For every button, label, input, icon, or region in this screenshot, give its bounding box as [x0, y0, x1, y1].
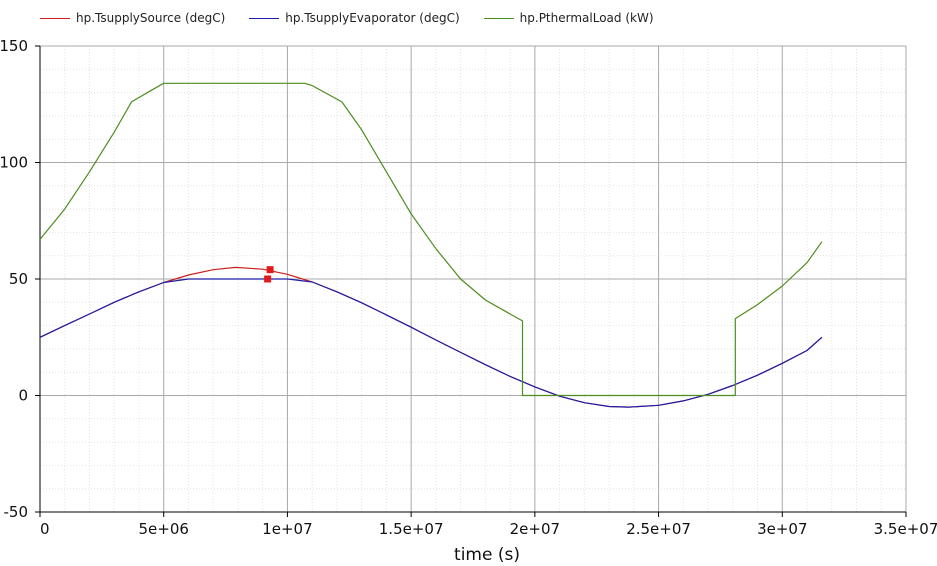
y-tick-label: 100	[0, 154, 28, 172]
x-tick-label: 2e+07	[510, 520, 560, 538]
legend-label-tsupply-evaporator: hp.TsupplyEvaporator (degC)	[285, 11, 460, 25]
x-tick-label: 5e+06	[138, 520, 188, 538]
x-tick-label: 1e+07	[262, 520, 312, 538]
x-tick-label: 2.5e+07	[626, 520, 691, 538]
y-tick-label: 50	[9, 270, 28, 288]
legend-item-tsupply-evaporator[interactable]: hp.TsupplyEvaporator (degC)	[249, 11, 460, 25]
legend-item-tsupply-source[interactable]: hp.TsupplySource (degC)	[40, 11, 225, 25]
legend-swatch-tsupply-source	[40, 17, 70, 19]
data-marker	[264, 275, 272, 283]
legend-swatch-pthermal-load	[483, 17, 514, 19]
x-tick-label: 3e+07	[757, 520, 807, 538]
marker-layer	[264, 266, 274, 283]
y-tick-label: 150	[0, 37, 28, 55]
y-tick-label: 0	[18, 387, 28, 405]
series-line-pthermal-load	[39, 82, 823, 397]
x-tick-label: 3.5e+07	[874, 520, 937, 538]
series-line-tsupply-evaporator	[39, 278, 823, 408]
chart-legend: hp.TsupplySource (degC) hp.TsupplyEvapor…	[40, 8, 678, 28]
y-tick-label: -50	[4, 503, 29, 521]
data-marker	[266, 266, 274, 274]
legend-swatch-tsupply-evaporator	[249, 17, 280, 19]
legend-label-pthermal-load: hp.PthermalLoad (kW)	[519, 11, 654, 25]
tick-labels: 0 5e+06 1e+07 1.5e+07 2e+07 2.5e+07 3e+07 3.5e+…	[0, 37, 937, 538]
legend-label-tsupply-source: hp.TsupplySource (degC)	[76, 11, 226, 25]
x-tick-label: 0	[40, 520, 50, 538]
plot-frame	[35, 45, 907, 517]
x-tick-label: 1.5e+07	[379, 520, 444, 538]
legend-item-pthermal-load[interactable]: hp.PthermalLoad (kW)	[483, 11, 654, 25]
series-layer	[39, 82, 823, 408]
x-axis-title: time (s)	[454, 545, 520, 565]
